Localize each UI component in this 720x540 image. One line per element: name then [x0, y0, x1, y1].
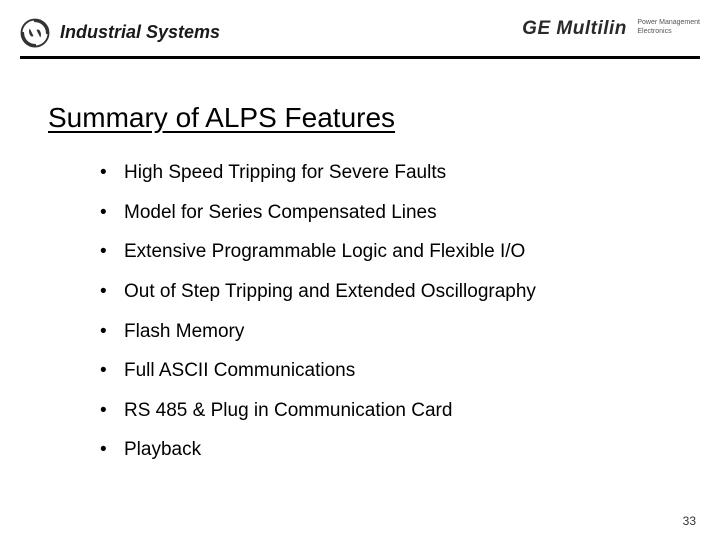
list-item: Model for Series Compensated Lines — [100, 200, 660, 226]
brand-main: GE Multilin — [522, 18, 627, 40]
list-item: Playback — [100, 437, 660, 463]
list-item: Flash Memory — [100, 319, 660, 345]
header-rule — [20, 56, 700, 59]
brand-block: GE Multilin Power Management Electronics — [522, 18, 700, 40]
list-item: Full ASCII Communications — [100, 358, 660, 384]
list-item: Out of Step Tripping and Extended Oscill… — [100, 279, 660, 305]
list-item: Extensive Programmable Logic and Flexibl… — [100, 239, 660, 265]
header-bar: Industrial Systems GE Multilin Power Man… — [20, 18, 700, 58]
bullet-list: High Speed Tripping for Severe Faults Mo… — [100, 160, 660, 477]
page-number: 33 — [683, 514, 696, 528]
list-item: High Speed Tripping for Severe Faults — [100, 160, 660, 186]
brand-sub: Power Management Electronics — [637, 18, 700, 36]
brand-sub-line2: Electronics — [637, 28, 671, 35]
slide-title: Summary of ALPS Features — [48, 102, 395, 134]
list-item: RS 485 & Plug in Communication Card — [100, 398, 660, 424]
slide: Industrial Systems GE Multilin Power Man… — [0, 0, 720, 540]
brand-sub-line1: Power Management — [637, 19, 700, 26]
ge-logo-icon — [20, 18, 50, 48]
header-title: Industrial Systems — [60, 22, 220, 43]
